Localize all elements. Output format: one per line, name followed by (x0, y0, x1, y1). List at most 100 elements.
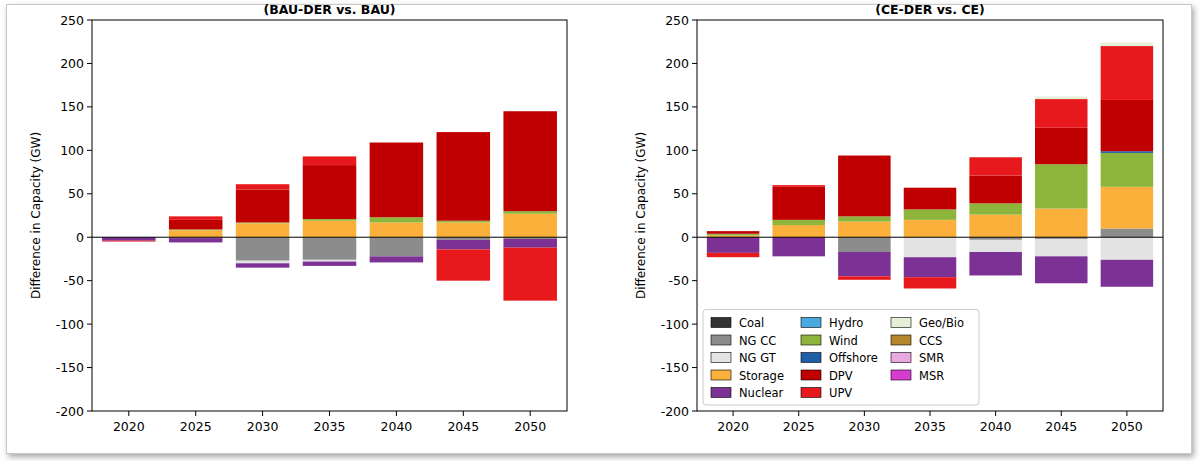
bar-segment (838, 237, 891, 252)
plot-frame (697, 20, 1163, 411)
bar-segment (1101, 153, 1154, 187)
bar-segment (169, 238, 223, 242)
bar-segment (838, 252, 891, 276)
bar-segment (236, 237, 290, 260)
bar-segment (236, 184, 290, 185)
y-axis-label: Difference in Capacity (GW) (29, 132, 43, 299)
legend-label: DPV (829, 369, 853, 383)
bar-segment (437, 132, 491, 133)
y-tick (87, 63, 92, 64)
bar-segment (303, 262, 357, 266)
bar-segment (303, 156, 357, 157)
bar-segment (772, 185, 825, 187)
legend-swatch (711, 370, 731, 380)
bar-segment (303, 165, 357, 219)
x-tick (995, 411, 996, 416)
y-tick-label: -200 (56, 404, 84, 419)
y-tick-label: 250 (665, 13, 689, 28)
bar-segment (437, 222, 491, 237)
bar-segment (904, 237, 957, 257)
legend-label: Nuclear (739, 386, 784, 400)
bar-segment (969, 157, 1022, 175)
legend-swatch (801, 353, 821, 363)
bar-segment (904, 188, 957, 210)
x-tick (864, 411, 865, 416)
bar-segment (772, 187, 825, 220)
x-tick-label: 2030 (247, 419, 279, 434)
y-tick-label: 200 (665, 56, 689, 71)
bar-segment (370, 142, 424, 143)
bar-segment (707, 231, 760, 232)
y-tick (692, 63, 697, 64)
bar-segment (838, 156, 891, 217)
bar-segment (1101, 42, 1154, 43)
legend-swatch (801, 335, 821, 345)
bar-segment (236, 184, 290, 189)
x-tick (930, 411, 931, 416)
y-tick (692, 367, 697, 368)
legend-label: Geo/Bio (919, 316, 964, 330)
bar-segment (1101, 42, 1154, 43)
bar-segment (1035, 239, 1088, 256)
legend-label: CCS (919, 334, 942, 348)
bar-segment (169, 216, 223, 219)
zero-line (697, 237, 1163, 238)
y-tick (87, 280, 92, 281)
bar-segment (838, 155, 891, 156)
bar-segment (437, 221, 491, 223)
y-tick-label: -50 (669, 273, 689, 288)
legend-swatch (891, 335, 911, 345)
bar-segment (437, 132, 491, 221)
bar-segment (772, 225, 825, 237)
y-tick-label: -100 (56, 317, 84, 332)
bar-segment (1101, 100, 1154, 151)
bar-segment (772, 185, 825, 186)
x-tick-label: 2020 (113, 419, 145, 434)
legend-swatch (711, 335, 731, 345)
legend: CoalNG CCNG GTStorageNuclearHydroWindOff… (703, 310, 979, 406)
bar-segment (969, 157, 1022, 158)
y-tick-label: 0 (681, 230, 689, 245)
x-tick-label: 2025 (783, 419, 815, 434)
bar-segment (370, 256, 424, 262)
bar-segment (904, 187, 957, 188)
y-tick-label: 100 (60, 143, 84, 158)
bar-segment (303, 219, 357, 221)
y-tick (692, 280, 697, 281)
bar-segment (503, 111, 557, 112)
bar-segment (503, 239, 557, 248)
legend-box (703, 310, 979, 406)
bar-segment (838, 155, 891, 156)
bar-segment (904, 277, 957, 288)
bar-segment (969, 157, 1022, 158)
bar-segment (1101, 260, 1154, 287)
bar-segment (1035, 99, 1088, 128)
legend-label: NG CC (739, 334, 776, 348)
bar-segment (838, 222, 891, 238)
bar-segment (370, 143, 424, 218)
bar-segment (370, 142, 424, 143)
bar-segment (236, 261, 290, 264)
bar-segment (169, 216, 223, 217)
x-tick-label: 2040 (980, 419, 1012, 434)
bar-segment (503, 214, 557, 237)
y-tick-label: -50 (64, 273, 84, 288)
legend-label: UPV (829, 386, 852, 400)
bar-segment (1035, 209, 1088, 238)
y-tick-label: 100 (665, 143, 689, 158)
legend-label: SMR (919, 351, 944, 365)
bar-segment (969, 215, 1022, 238)
bar-segment (1035, 128, 1088, 164)
x-tick (329, 411, 330, 416)
bar-segment (370, 142, 424, 143)
x-tick-label: 2025 (180, 419, 212, 434)
bar-segment (169, 220, 223, 230)
bar-segment (838, 155, 891, 156)
y-axis-label: Difference in Capacity (GW) (634, 132, 648, 299)
bar-segment (503, 111, 557, 211)
x-tick-label: 2035 (314, 419, 346, 434)
bar-segment (772, 237, 825, 256)
plot-area (707, 43, 1153, 289)
bar-segment (904, 187, 957, 188)
bar-segment (503, 248, 557, 301)
